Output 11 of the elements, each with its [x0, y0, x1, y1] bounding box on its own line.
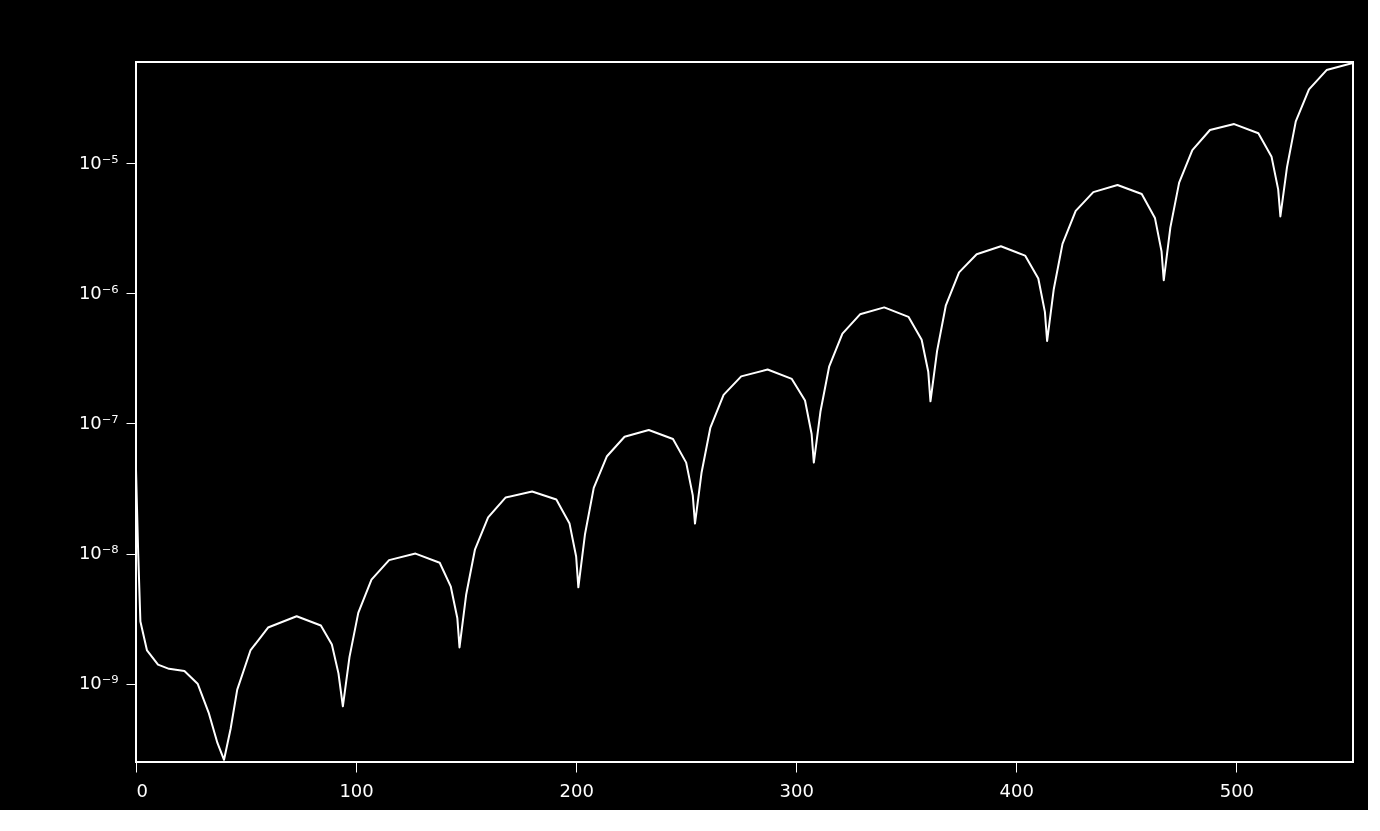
- x-tick-label: 0: [136, 779, 148, 801]
- y-tick-label: 10⁻⁸: [78, 542, 119, 564]
- x-tick-label: 200: [559, 779, 594, 801]
- x-tick-label: 300: [779, 779, 814, 801]
- y-tick-label: 10⁻⁹: [78, 672, 119, 694]
- y-tick-label: 10⁻⁷: [78, 411, 119, 433]
- x-tick-label: 400: [999, 779, 1034, 801]
- x-tick-label: 500: [1219, 779, 1255, 801]
- y-tick-label: 10⁻⁵: [78, 151, 119, 173]
- y-tick-label: 10⁻⁶: [78, 281, 119, 303]
- x-tick-label: 100: [339, 779, 374, 801]
